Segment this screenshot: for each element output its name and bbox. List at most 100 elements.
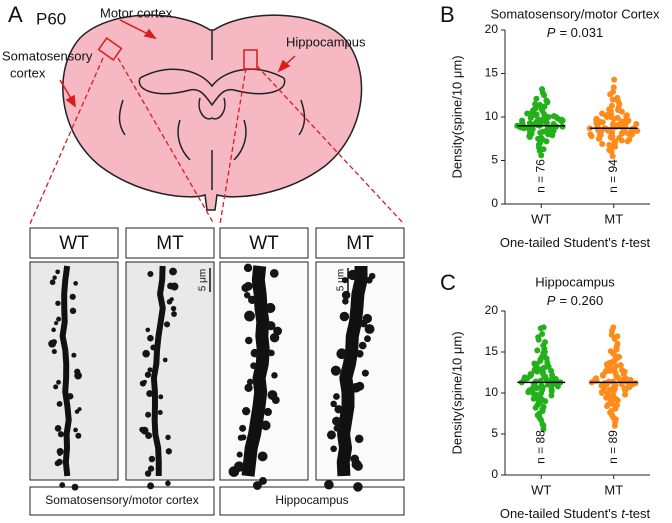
y-tick-label: 0 [491, 196, 498, 210]
data-point [609, 124, 616, 131]
data-point [549, 375, 556, 382]
data-point [610, 84, 617, 91]
spine [341, 290, 351, 300]
spine [145, 327, 151, 333]
spine [245, 336, 253, 345]
data-point [609, 327, 616, 334]
micrograph [125, 261, 215, 481]
spine [147, 465, 155, 472]
spine [73, 427, 78, 433]
data-point [559, 123, 566, 130]
header-box [125, 227, 215, 259]
x-label-part: t [621, 235, 626, 250]
spine [258, 477, 267, 485]
spine [250, 348, 260, 358]
data-point [614, 94, 621, 101]
data-point [614, 114, 621, 121]
spine [359, 319, 368, 328]
data-point [619, 130, 626, 137]
y-tick-label: 20 [485, 303, 499, 317]
data-point [533, 111, 540, 118]
spine [358, 341, 367, 350]
y-tick-label: 20 [485, 22, 499, 36]
scale-label: 5 μm [336, 269, 347, 291]
data-point [614, 402, 621, 409]
spine [52, 275, 57, 280]
data-point [538, 417, 545, 424]
data-point [536, 410, 543, 417]
data-point [530, 395, 537, 402]
data-point [611, 385, 618, 392]
spine [145, 411, 152, 418]
x-label-part: -test [625, 506, 651, 521]
x-label-part: One-tailed Student's [500, 235, 618, 250]
spine [146, 390, 154, 397]
spine [342, 298, 349, 305]
spine [326, 430, 336, 440]
data-point [607, 348, 614, 355]
data-point [540, 146, 547, 153]
data-point [609, 358, 616, 365]
header-label: WT [249, 233, 279, 254]
spine [55, 269, 61, 275]
data-point [545, 114, 552, 120]
spine [364, 335, 371, 343]
data-point [622, 391, 629, 398]
spine [51, 349, 57, 355]
p-symbol: P [547, 25, 556, 40]
spine [244, 310, 255, 322]
region-label: Hippocampus [275, 493, 348, 507]
data-point [609, 96, 616, 103]
spine [71, 483, 79, 491]
data-point [596, 128, 603, 135]
data-point [612, 416, 619, 423]
spine [51, 339, 57, 345]
spine [165, 434, 171, 441]
data-point [558, 116, 565, 123]
data-point [529, 126, 536, 133]
spine [244, 383, 253, 392]
data-point [616, 122, 623, 129]
spine [69, 293, 76, 300]
data-point [540, 349, 547, 356]
data-point [614, 397, 621, 404]
spine [260, 420, 271, 431]
x-tick-label: MT [604, 211, 623, 226]
y-axis-label: Density(spine/10 μm) [449, 55, 464, 178]
spine [269, 333, 280, 343]
data-point [537, 394, 544, 401]
panel-letter: C [440, 270, 456, 295]
spine [330, 365, 341, 376]
spine [166, 299, 173, 305]
spine [271, 372, 278, 379]
arrows [59, 19, 296, 108]
data-point [611, 138, 618, 145]
somato-label: Somatosensory [2, 48, 93, 63]
spine [55, 300, 61, 306]
dendrite [59, 265, 72, 477]
dendrite [150, 265, 166, 477]
spine [77, 407, 82, 412]
y-tick-label: 15 [485, 344, 499, 358]
spine [233, 461, 245, 472]
data-point [536, 140, 543, 147]
panel-a: A P60 Motor cortex Somatosensory cortex … [2, 2, 405, 516]
data-point [632, 380, 639, 387]
region-box [29, 486, 215, 516]
data-point [543, 119, 550, 126]
spine [330, 445, 337, 453]
spine [354, 434, 364, 444]
data-point [617, 362, 624, 369]
data-point [627, 376, 634, 383]
spine [157, 409, 163, 415]
motor-label: Motor cortex [100, 5, 173, 20]
x-axis-label: One-tailed Student's t-test [500, 506, 651, 521]
zoom-lines [29, 57, 405, 225]
spine [144, 371, 152, 378]
data-point [612, 143, 619, 150]
data-point [521, 376, 528, 383]
data-point [613, 362, 620, 369]
spine [74, 368, 81, 375]
data-point [615, 107, 622, 114]
header-box [29, 227, 119, 259]
